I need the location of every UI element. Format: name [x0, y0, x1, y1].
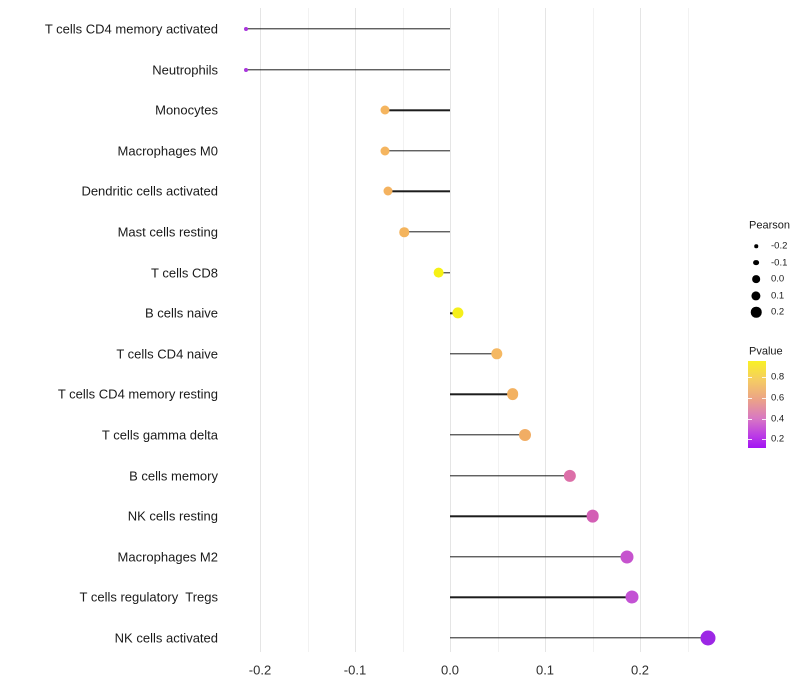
- legend-pvalue-tick: [762, 397, 766, 399]
- lollipop-dot: [625, 590, 639, 604]
- gridline-minor: [402, 8, 404, 652]
- legend-pearson-dot: [753, 259, 759, 266]
- legend-pearson-label: -0.1: [771, 256, 788, 268]
- x-axis-tick-label: -0.2: [248, 662, 272, 678]
- y-axis-label: T cells CD4 naive: [116, 346, 218, 362]
- lollipop-stem: [245, 28, 450, 30]
- gridline-minor: [497, 8, 499, 652]
- y-axis-label: Macrophages M0: [117, 143, 218, 159]
- y-axis-label: Dendritic cells activated: [81, 183, 218, 199]
- legend-pvalue-tick: [748, 377, 752, 378]
- gridline-major: [260, 8, 261, 652]
- legend-pvalue-tick: [762, 439, 766, 441]
- lollipop-stem: [450, 353, 497, 355]
- legend-pvalue-tick: [762, 418, 766, 420]
- y-axis-label: T cells CD8: [151, 265, 218, 281]
- lollipop-stem: [385, 150, 450, 152]
- y-axis-label: Macrophages M2: [117, 549, 218, 565]
- lollipop-dot: [433, 267, 444, 278]
- legend-pearson-label: 0.1: [771, 290, 785, 302]
- lollipop-dot: [383, 186, 393, 196]
- lollipop-dot: [452, 307, 464, 319]
- y-axis-label: T cells regulatory Tregs: [79, 589, 218, 605]
- gridline-major: [640, 8, 641, 652]
- x-axis-tick-label: 0.2: [630, 662, 650, 678]
- legend-pearson-dot: [752, 275, 760, 284]
- lollipop-stem: [245, 68, 450, 71]
- legend-pvalue-label: 0.8: [771, 371, 785, 383]
- lollipop-stem: [404, 231, 450, 233]
- legend-pearson-label: 0.2: [771, 306, 785, 318]
- lollipop-dot: [380, 105, 390, 115]
- y-axis-label: T cells CD4 memory resting: [57, 386, 218, 402]
- gridline-minor: [592, 8, 594, 652]
- y-axis-label: Neutrophils: [152, 62, 218, 78]
- gridline-major: [450, 8, 451, 652]
- lollipop-stem: [450, 556, 627, 558]
- lollipop-stem: [385, 109, 450, 111]
- lollipop-stem: [450, 596, 633, 599]
- gridline-minor: [307, 8, 309, 652]
- lollipop-stem: [450, 515, 593, 517]
- legend-pearson-dot: [754, 244, 758, 248]
- y-axis-label: B cells memory: [129, 468, 218, 484]
- legend-pvalue-tick: [748, 439, 752, 441]
- lollipop-dot: [700, 630, 716, 646]
- lollipop-stem: [450, 637, 709, 639]
- y-axis-label: T cells gamma delta: [101, 427, 218, 443]
- lollipop-dot: [506, 388, 519, 401]
- gridline-minor: [687, 8, 689, 652]
- legend-pearson-label: 0.0: [771, 273, 785, 285]
- x-axis-tick-label: -0.1: [343, 662, 367, 678]
- lollipop-stem: [450, 434, 526, 436]
- y-axis-label: NK cells resting: [127, 508, 218, 524]
- pvalue-gradient-bar: [748, 361, 766, 448]
- legend-pearson-label: -0.2: [771, 240, 788, 252]
- lollipop-dot: [519, 429, 532, 441]
- legend-pearson-title: Pearson: [749, 219, 790, 232]
- lollipop-dot: [380, 146, 390, 156]
- gridline-major: [545, 8, 546, 652]
- y-axis-label: B cells naive: [145, 305, 218, 321]
- lollipop-dot: [243, 67, 248, 72]
- lollipop-stem: [438, 271, 450, 274]
- y-axis-label: Mast cells resting: [117, 224, 218, 240]
- legend-pvalue-tick: [762, 377, 766, 378]
- gridline-major: [355, 8, 356, 652]
- lollipop-dot: [490, 348, 503, 360]
- lollipop-dot: [563, 469, 576, 482]
- lollipop-dot: [620, 550, 634, 564]
- y-axis-label: NK cells activated: [114, 630, 218, 646]
- legend-pvalue-label: 0.6: [771, 392, 785, 404]
- legend-pvalue-tick: [748, 418, 752, 420]
- lollipop-dot: [243, 27, 248, 31]
- x-axis-tick-label: 0.0: [440, 662, 460, 678]
- y-axis-label: Monocytes: [155, 102, 218, 118]
- x-axis-tick-label: 0.1: [535, 662, 555, 678]
- lollipop-stem: [450, 393, 513, 396]
- legend-pvalue-tick: [748, 397, 752, 399]
- legend-pvalue-label: 0.2: [771, 433, 785, 445]
- legend-pearson-dot: [751, 291, 761, 301]
- legend-pearson-dot: [750, 307, 762, 318]
- lollipop-dot: [586, 509, 599, 523]
- y-axis-label: T cells CD4 memory activated: [44, 21, 218, 37]
- lollipop-dot: [399, 227, 410, 237]
- lollipop-stem: [450, 474, 570, 477]
- lollipop-stem: [388, 190, 450, 193]
- legend-pvalue-title: Pvalue: [749, 345, 783, 358]
- legend-pvalue-label: 0.4: [771, 412, 785, 424]
